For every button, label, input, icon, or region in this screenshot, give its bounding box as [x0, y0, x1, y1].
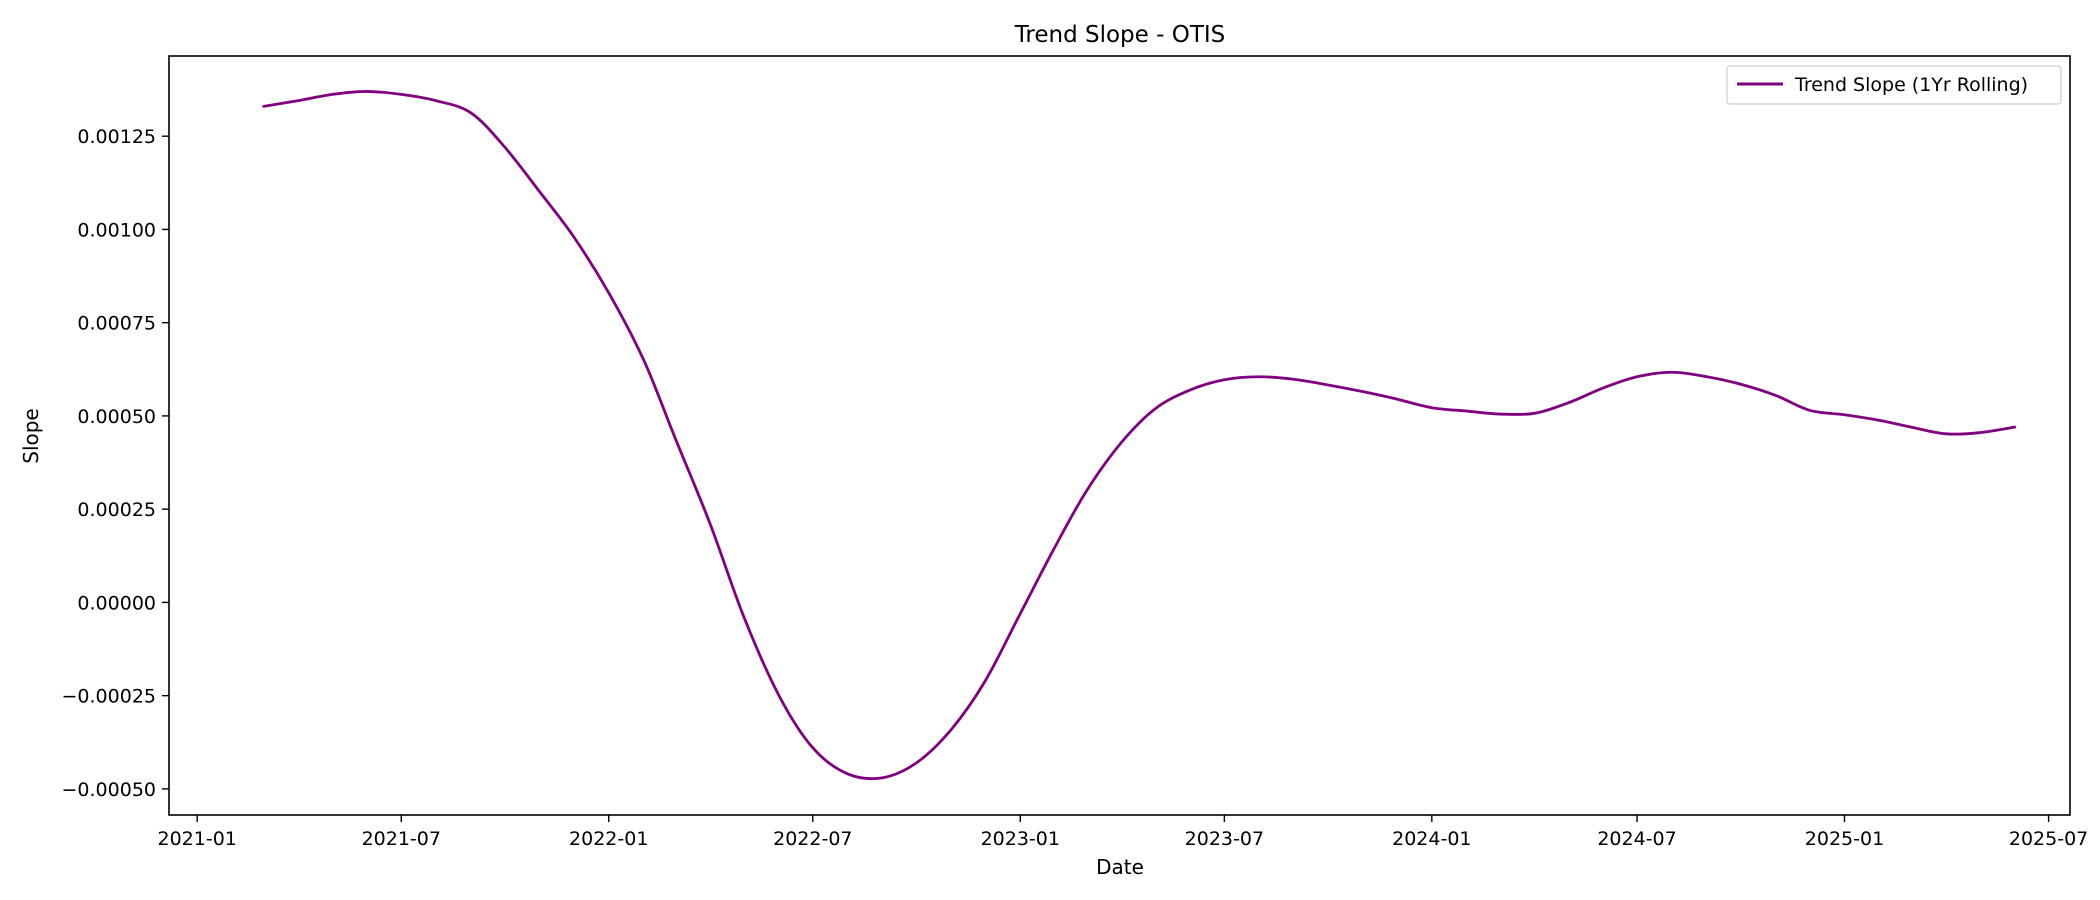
- y-axis: −0.00050 −0.00025 0.00000 0.00025 0.00050 0.0…: [62, 126, 169, 801]
- y-tick-label: −0.00050: [62, 779, 157, 801]
- x-axis-label: Date: [1096, 855, 1144, 879]
- trend-slope-line: [262, 90, 2017, 781]
- x-tick-label: 2021-01: [157, 828, 236, 850]
- series-layer: [262, 90, 2017, 781]
- y-tick-label: 0.00050: [77, 406, 156, 428]
- x-tick-label: 2022-01: [569, 828, 648, 850]
- x-tick-label: 2025-01: [1805, 828, 1884, 850]
- x-axis: 2021-01 2021-07 2022-01 2022-07 2023-01 2023-…: [157, 815, 2088, 850]
- y-tick-label: 0.00075: [77, 313, 156, 335]
- y-tick-label: 0.00025: [77, 499, 156, 521]
- x-tick-label: 2021-07: [362, 828, 441, 850]
- x-tick-label: 2025-07: [2009, 828, 2088, 850]
- y-tick-label: 0.00100: [77, 219, 156, 241]
- x-tick-label: 2023-07: [1185, 828, 1264, 850]
- legend-box: [1726, 65, 2062, 105]
- x-tick-label: 2023-01: [981, 828, 1060, 850]
- x-tick-label: 2024-01: [1392, 828, 1471, 850]
- y-tick-label: 0.00125: [77, 126, 156, 148]
- legend-label: Trend Slope (1Yr Rolling): [1794, 74, 2028, 96]
- plot-area: −0.00050 −0.00025 0.00000 0.00025 0.00050 0.0…: [62, 55, 2088, 850]
- x-tick-label: 2024-07: [1597, 828, 1676, 850]
- y-axis-label: Slope: [19, 408, 43, 464]
- y-tick-label: −0.00025: [62, 686, 157, 708]
- chart-title: Trend Slope - OTIS: [1014, 22, 1226, 48]
- x-tick-label: 2022-07: [773, 828, 852, 850]
- y-tick-label: 0.00000: [77, 592, 156, 614]
- legend: Trend Slope (1Yr Rolling): [1726, 65, 2062, 105]
- plot-frame: [168, 55, 2071, 816]
